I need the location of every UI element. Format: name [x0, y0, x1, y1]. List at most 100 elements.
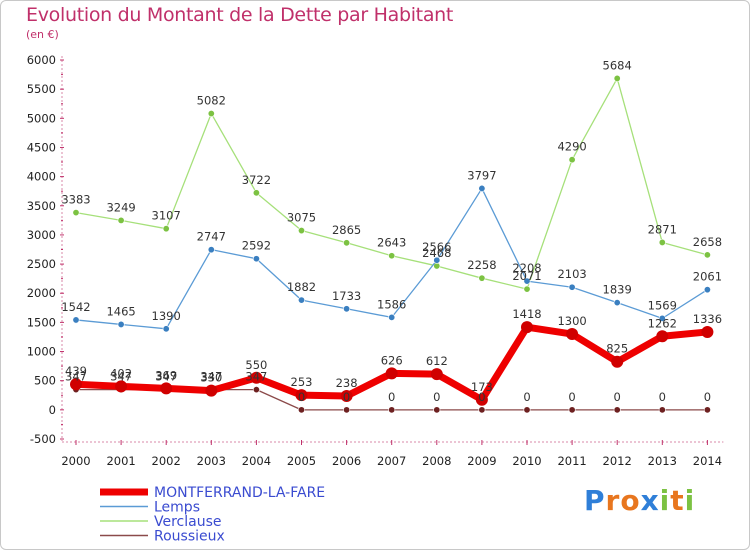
data-point — [523, 285, 531, 293]
data-point — [340, 389, 353, 402]
data-label: 3249 — [106, 200, 135, 214]
x-tick-label: 2011 — [557, 454, 586, 468]
data-label: 1569 — [648, 298, 677, 312]
data-label: 825 — [606, 342, 628, 356]
data-label: 1390 — [152, 309, 181, 323]
data-point — [475, 393, 488, 406]
y-tick-label: 1000 — [27, 345, 56, 359]
x-tick-label: 2002 — [152, 454, 181, 468]
data-label: 1839 — [603, 283, 632, 297]
data-label: 3075 — [287, 211, 316, 225]
data-point — [162, 225, 170, 233]
x-tick-label: 2006 — [332, 454, 361, 468]
data-point — [613, 299, 621, 307]
data-label: 2208 — [512, 261, 541, 275]
x-tick-label: 2010 — [512, 454, 541, 468]
data-label: 0 — [659, 390, 666, 404]
y-tick-label: 5000 — [27, 111, 56, 125]
data-point — [297, 227, 305, 235]
data-point — [703, 251, 711, 259]
x-tick-label: 2014 — [693, 454, 722, 468]
data-label: 4290 — [557, 140, 586, 154]
data-point — [658, 406, 666, 414]
data-label: 2592 — [242, 239, 271, 253]
data-label: 2658 — [693, 235, 722, 249]
data-label: 2747 — [197, 230, 226, 244]
y-tick-label: 4500 — [27, 140, 56, 154]
data-point — [388, 406, 396, 414]
logo-letter: P — [584, 484, 606, 517]
y-tick-label: 500 — [34, 374, 56, 388]
data-label: 2061 — [693, 270, 722, 284]
data-label: 2865 — [332, 223, 361, 237]
data-point — [613, 406, 621, 414]
data-label: 626 — [381, 353, 403, 367]
data-label: 330 — [200, 371, 222, 385]
data-point — [523, 406, 531, 414]
data-point — [568, 406, 576, 414]
data-point — [433, 256, 441, 264]
data-label: 402 — [110, 366, 132, 380]
y-tick-label: 2000 — [27, 286, 56, 300]
data-point — [162, 325, 170, 333]
logo-letter: r — [605, 484, 621, 517]
y-tick-label: -500 — [30, 432, 56, 446]
data-point — [385, 367, 398, 380]
data-point — [252, 386, 260, 394]
data-point — [478, 274, 486, 282]
data-point — [295, 389, 308, 402]
legend-label: Verclause — [154, 514, 222, 530]
data-label: 1418 — [512, 307, 541, 321]
data-label: 0 — [523, 390, 530, 404]
data-point — [521, 321, 533, 334]
x-tick-label: 2000 — [61, 454, 90, 468]
data-label: 369 — [155, 368, 177, 382]
data-label: 238 — [336, 376, 358, 390]
data-point — [478, 184, 486, 192]
chart-title: Evolution du Montant de la Dette par Hab… — [26, 4, 454, 26]
x-tick-label: 2013 — [648, 454, 677, 468]
data-point — [568, 156, 576, 164]
data-label: 2871 — [648, 222, 677, 236]
data-point — [207, 246, 215, 254]
x-tick-label: 2004 — [242, 454, 271, 468]
data-point — [70, 378, 82, 391]
data-label: 347 — [65, 370, 87, 384]
data-label: 2071 — [512, 269, 541, 283]
data-point — [568, 283, 576, 291]
x-tick-label: 2012 — [603, 454, 632, 468]
x-tick-label: 2005 — [287, 454, 316, 468]
data-label: 0 — [568, 390, 575, 404]
data-label: 1542 — [61, 300, 90, 314]
data-label: 5684 — [603, 58, 632, 72]
data-point — [115, 380, 128, 393]
y-tick-label: 5500 — [27, 82, 56, 96]
data-point — [252, 255, 260, 263]
data-label: 0 — [388, 390, 395, 404]
data-label: 1586 — [377, 297, 406, 311]
data-point — [388, 252, 396, 260]
x-tick-label: 2009 — [467, 454, 496, 468]
data-point — [343, 239, 351, 247]
data-label: 0 — [298, 390, 305, 404]
legend-label: Roussieux — [154, 529, 225, 545]
data-point — [343, 406, 351, 414]
logo-letter: i — [659, 484, 671, 517]
data-point — [72, 316, 80, 324]
data-label: 173 — [471, 380, 493, 394]
axes: -500 0 500 1000 1500 2000 2500 3000 3500 4000 4500… — [27, 53, 724, 468]
data-point — [388, 313, 396, 321]
data-label: 2258 — [467, 258, 496, 272]
plot-area — [70, 74, 714, 414]
x-tick-label: 2008 — [422, 454, 451, 468]
x-tick-label: 2003 — [197, 454, 226, 468]
data-point — [297, 406, 305, 414]
y-tick-label: 3500 — [27, 199, 56, 213]
data-label: 347 — [110, 370, 132, 384]
data-point — [701, 325, 714, 338]
data-label: 1262 — [648, 316, 677, 330]
y-tick-label: 1500 — [27, 315, 56, 329]
x-tick-label: 2001 — [106, 454, 135, 468]
y-tick-label: 6000 — [27, 53, 56, 67]
data-label: 347 — [245, 370, 267, 384]
